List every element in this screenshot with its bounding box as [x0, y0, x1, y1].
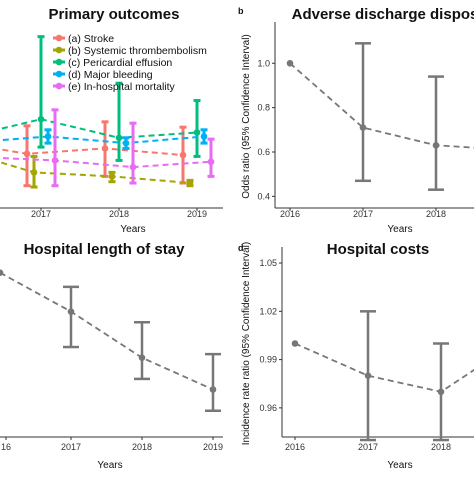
- legend-entry: (d) Major bleeding: [68, 69, 153, 81]
- data-point: [200, 133, 208, 140]
- panel-label: b: [238, 6, 244, 16]
- x-axis-title: Years: [387, 224, 412, 235]
- panel-d: Hospital costs d 0.96 0.99 1.02 1.05 Incidence…: [238, 241, 474, 471]
- x-tick-label: 2018: [426, 209, 446, 219]
- chart-title: Primary outcomes: [49, 6, 180, 23]
- data-point: [209, 386, 217, 393]
- panel-a: Primary outcomes 2017 2018 2019 Years (a) Str…: [0, 6, 223, 235]
- x-tick-label: 2017: [61, 442, 81, 452]
- legend-entry: (a) Stroke: [68, 33, 114, 45]
- y-tick-label: 0.4: [257, 191, 270, 201]
- x-tick-label: 2018: [132, 442, 152, 452]
- x-tick-label: 2017: [353, 209, 373, 219]
- data-point: [359, 124, 367, 131]
- series-line: [0, 271, 214, 391]
- legend-entry: (e) In-hospital mortality: [68, 81, 176, 93]
- data-point: [129, 163, 137, 171]
- y-tick-label: 1.0: [257, 58, 270, 68]
- data-point: [364, 372, 372, 379]
- data-point: [51, 157, 59, 164]
- data-point: [193, 129, 201, 136]
- legend-key-point: [55, 58, 63, 66]
- y-tick-label: 1.02: [259, 306, 277, 316]
- data-point: [0, 269, 4, 276]
- x-axis-title: Years: [97, 460, 122, 471]
- series-line: [0, 135, 205, 145]
- data-point: [122, 139, 130, 147]
- y-tick-label: 0.6: [257, 147, 270, 157]
- series-line: [0, 118, 198, 139]
- data-point: [207, 158, 215, 166]
- x-tick-label: 2017: [31, 209, 51, 219]
- chart-title: Hospital length of stay: [24, 241, 186, 258]
- panel-b: Adverse discharge dispos b 0.4 0.6 0.8 1.0 Odd…: [238, 6, 474, 235]
- data-point: [108, 173, 116, 180]
- data-point: [115, 134, 123, 142]
- x-tick-label: 16: [1, 442, 11, 452]
- data-point: [179, 151, 187, 159]
- x-axis-title: Years: [120, 224, 145, 235]
- legend-key-point: [55, 46, 63, 54]
- chart-title: Hospital costs: [327, 241, 430, 258]
- panel-label: d: [238, 243, 244, 253]
- y-tick-label: 0.8: [257, 103, 270, 113]
- data-point: [30, 169, 38, 176]
- legend-key-point: [55, 34, 63, 42]
- data-point: [101, 145, 109, 152]
- series-line: [294, 342, 474, 393]
- x-tick-label: 2019: [187, 209, 207, 219]
- y-axis-title: Incidence rate ratio (95% Confidence Int…: [241, 242, 252, 445]
- legend-key-point: [55, 70, 63, 78]
- y-axis-title: Odds ratio (95% Confidence Interval): [241, 34, 252, 199]
- data-point: [186, 179, 194, 187]
- y-tick-label: 0.96: [259, 403, 277, 413]
- legend-entry: (b) Systemic thrombembolism: [68, 45, 207, 57]
- data-point: [291, 340, 299, 347]
- data-point: [67, 308, 75, 315]
- x-tick-label: 2017: [358, 442, 378, 452]
- data-point: [138, 354, 146, 361]
- panel-c: Hospital length of stay 16 2017 2018 2019 Yea…: [0, 241, 223, 471]
- data-point: [37, 115, 45, 123]
- x-axis-title: Years: [387, 460, 412, 471]
- x-tick-label: 2018: [109, 209, 129, 219]
- x-tick-label: 2018: [431, 442, 451, 452]
- legend-key-point: [55, 82, 63, 90]
- data-point: [286, 59, 294, 67]
- data-point: [23, 150, 31, 158]
- chart-title: Adverse discharge dispos: [292, 6, 474, 23]
- x-tick-label: 2016: [285, 442, 305, 452]
- data-point: [432, 142, 440, 149]
- y-tick-label: 1.05: [259, 258, 277, 268]
- x-tick-label: 2019: [203, 442, 223, 452]
- data-point: [44, 133, 52, 140]
- series-line: [0, 147, 184, 157]
- x-tick-label: 2016: [280, 209, 300, 219]
- legend-entry: (c) Pericardial effusion: [68, 57, 172, 69]
- series-line: [0, 157, 212, 169]
- y-tick-label: 0.99: [259, 355, 277, 365]
- series-line: [289, 62, 474, 149]
- series-line: [0, 161, 191, 184]
- data-point: [437, 388, 445, 396]
